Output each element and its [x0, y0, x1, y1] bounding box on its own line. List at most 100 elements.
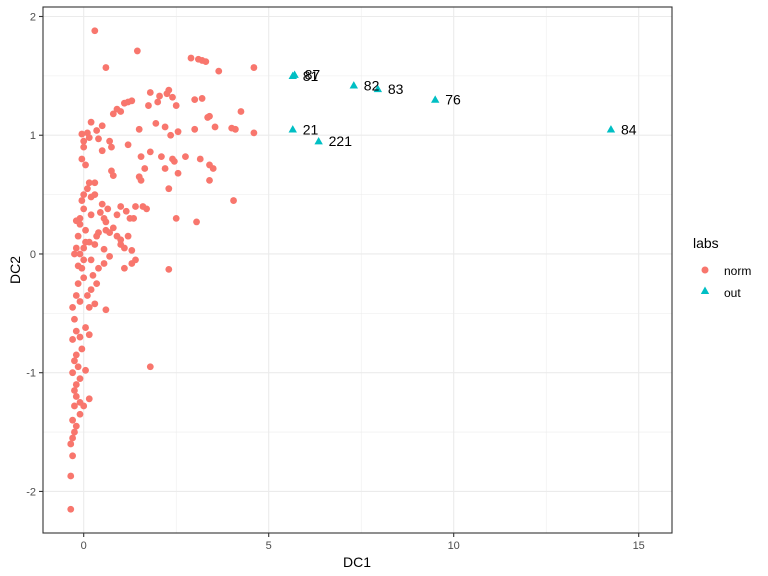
norm-point [91, 300, 99, 308]
y-tick-label: 1 [30, 130, 36, 142]
out-point-label: 76 [445, 92, 461, 108]
norm-point [95, 264, 102, 272]
norm-point [215, 67, 223, 75]
norm-point [71, 402, 78, 410]
norm-point [85, 238, 93, 246]
norm-point [93, 280, 101, 288]
norm-point [80, 274, 88, 282]
norm-point [209, 165, 217, 172]
norm-point [172, 214, 180, 222]
norm-point [117, 203, 125, 210]
norm-point [193, 218, 200, 226]
norm-point [76, 333, 84, 341]
norm-point [102, 306, 110, 314]
norm-point [104, 205, 112, 213]
norm-point [137, 176, 145, 184]
norm-point [250, 64, 258, 71]
out-point-label: 83 [388, 81, 404, 97]
norm-point [161, 165, 169, 172]
norm-point [78, 155, 86, 163]
norm-point [69, 452, 76, 460]
norm-point [169, 93, 176, 101]
norm-point [71, 315, 78, 323]
norm-point [211, 123, 219, 131]
legend: labs norm out [693, 235, 751, 300]
norm-point [78, 264, 86, 272]
y-tick-label: 0 [30, 249, 36, 261]
norm-point [132, 203, 139, 210]
norm-point [182, 153, 189, 161]
norm-point [187, 54, 195, 62]
norm-point [102, 218, 110, 226]
norm-point [146, 89, 154, 96]
x-tick-label: 15 [633, 540, 645, 552]
norm-point [71, 357, 78, 365]
y-tick-label: -1 [26, 368, 36, 380]
norm-point [93, 127, 101, 134]
norm-point [206, 176, 213, 184]
norm-point [69, 304, 76, 311]
y-tick-label: -2 [26, 486, 36, 498]
norm-point [232, 125, 239, 133]
norm-point [76, 298, 84, 305]
norm-point [198, 95, 206, 102]
norm-point [78, 197, 86, 204]
norm-point [130, 214, 138, 222]
norm-point [167, 131, 175, 139]
norm-point [85, 331, 93, 339]
legend-title: labs [693, 235, 719, 251]
norm-point [117, 236, 125, 244]
norm-point [96, 209, 104, 216]
norm-point [165, 266, 173, 273]
norm-point [146, 363, 154, 371]
norm-point [85, 179, 93, 187]
norm-point [106, 252, 113, 260]
norm-point [174, 169, 182, 177]
norm-point [121, 264, 128, 272]
grid [43, 7, 672, 533]
norm-point [117, 241, 125, 248]
norm-point [72, 327, 80, 335]
norm-point [121, 99, 128, 107]
norm-point [80, 244, 88, 252]
norm-point [67, 440, 75, 448]
norm-point [202, 58, 210, 66]
norm-point [67, 472, 75, 480]
x-tick-label: 0 [81, 540, 87, 552]
norm-point [76, 410, 84, 418]
norm-point [71, 387, 78, 394]
norm-point [174, 128, 182, 136]
norm-point [124, 141, 132, 149]
out-point [373, 84, 383, 93]
norm-point [71, 250, 78, 258]
norm-point [80, 191, 88, 199]
norm-point [80, 137, 88, 145]
out-point [431, 95, 440, 103]
norm-point [113, 211, 121, 219]
norm-point [122, 207, 130, 215]
norm-point [172, 102, 180, 109]
legend-key-norm [701, 266, 709, 274]
norm-point [71, 428, 78, 436]
norm-point [69, 336, 76, 343]
norm-point [154, 98, 162, 106]
out-point [314, 136, 323, 145]
norm-point [139, 203, 147, 210]
out-point-label: 21 [303, 121, 319, 137]
norm-point [69, 369, 76, 377]
norm-point [74, 232, 82, 240]
norm-point [91, 27, 99, 35]
norm-point [82, 366, 89, 374]
norm-point [91, 241, 99, 248]
out-point [288, 71, 297, 80]
norm-point [108, 167, 115, 175]
norm-point [158, 153, 165, 161]
norm-point [106, 137, 113, 145]
norm-point [165, 86, 173, 94]
norm-point [85, 134, 93, 142]
norm-point [80, 256, 88, 264]
norm-point [170, 157, 178, 165]
